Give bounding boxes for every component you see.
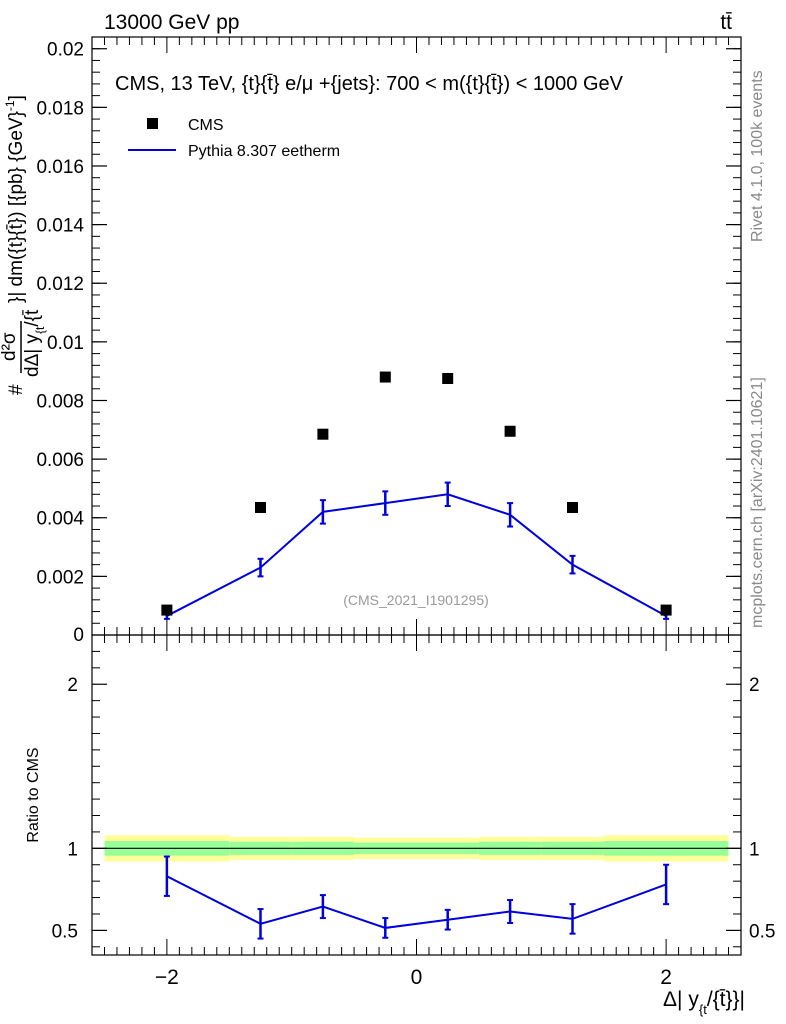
ylabel-sub1: {t [33,326,47,334]
x-axis-label: Δ| y{t/{t̄}}| [663,988,745,1017]
main-y-tick-label: 0.014 [36,216,84,237]
analysis-id-label: (CMS_2021_I1901295) [343,592,489,608]
ratio-y-ticks: 0.5 0.5 1 1 2 2 [52,650,775,948]
main-y-tick-label: 0.002 [36,567,84,588]
svg-text:#: # [6,384,27,395]
ratio-y-axis-label: Ratio to CMS [25,747,42,842]
ratio-y-tick-label-right: 2 [749,675,760,696]
ylabel-close: ] [6,95,27,100]
rivet-version-label: Rivet 4.1.0, 100k events [749,70,766,242]
ylabel-prefix: # [6,384,27,395]
svg-text:dΔ| y{t/{t̄: dΔ| y{t/{t̄ [22,309,47,377]
legend-pythia-label: Pythia 8.307 eetherm [188,143,340,160]
ratio-panel-frame [91,634,742,956]
mcplots-label: mcplots.cern.ch [arXiv:2401.10621] [749,377,766,628]
ylabel-numerator: d²σ [0,332,20,361]
header-left-label: 13000 GeV pp [104,11,239,34]
main-y-tick-label: 0.016 [36,157,84,178]
mc-series [163,481,670,620]
main-y-tick-label: 0.01 [47,333,84,354]
cms-data-point [379,371,391,383]
main-y-tick-label: 0.012 [36,274,84,295]
cms-data-point [317,428,329,440]
main-y-zero-label: 0 [73,625,84,646]
mc-line [166,493,667,617]
ratio-mc-line [166,875,667,929]
xlabel-sub: {t [699,1002,707,1017]
main-y-tick-label: 0.006 [36,450,84,471]
main-x-ticks [103,37,730,635]
ratio-x-ticks: −2 0 2 [103,635,730,989]
header-right-label: tt̄ [720,11,732,34]
ratio-mc-series [163,855,670,940]
svg-text:}| dm({t}{t̄}) [{pb} {GeV}-1]: }| dm({t}{t̄}) [{pb} {GeV}-1] [3,95,27,303]
ylabel-denominator: dΔ| y [22,334,43,377]
x-tick-label: 0 [411,966,423,989]
ratio-y-tick-label: 0.5 [52,921,78,942]
main-y-tick-label: 0.018 [36,98,84,119]
main-y-ticks: 0.002 0.004 0.006 0.008 0.01 0.012 0.014 0.016 0… [36,36,741,646]
cms-data-point [504,425,516,437]
x-tick-label: −2 [155,966,179,989]
cms-data-point [254,501,266,513]
data-series [161,371,672,616]
main-y-axis-label: # d²σ dΔ| y{t/{t̄ }| dm({t}{t̄}) [{pb} {… [0,95,47,395]
main-y-tick-label: 0.004 [36,509,84,530]
legend-cms-marker [147,118,158,129]
legend-cms-label: CMS [188,117,224,134]
cms-data-point [442,373,454,385]
main-y-tick-label: 0.02 [47,40,84,61]
ratio-y-tick-label: 1 [67,839,78,860]
ratio-y-tick-label-right: 1 [749,839,760,860]
x-tick-label: 2 [660,966,672,989]
xlabel-main: Δ| y [663,988,699,1011]
xlabel-tail: /{t̄}}| [707,988,745,1011]
cms-data-point [161,604,173,616]
ratio-y-tick-label-right: 0.5 [749,921,775,942]
ratio-y-tick-label: 2 [67,675,78,696]
chart-title: CMS, 13 TeV, {t}{t̄} e/μ +{jets}: 700 < … [115,73,624,95]
cms-data-point [567,501,579,513]
cms-data-point [660,604,672,616]
ylabel-exponent: -1 [3,100,17,111]
main-y-tick-label: 0.008 [36,391,84,412]
ylabel-mid: /{t̄ [22,309,43,327]
svg-text:d²σ: d²σ [0,332,20,361]
ylabel-suffix: }| dm({t}{t̄}) [{pb} {GeV} [6,111,27,303]
